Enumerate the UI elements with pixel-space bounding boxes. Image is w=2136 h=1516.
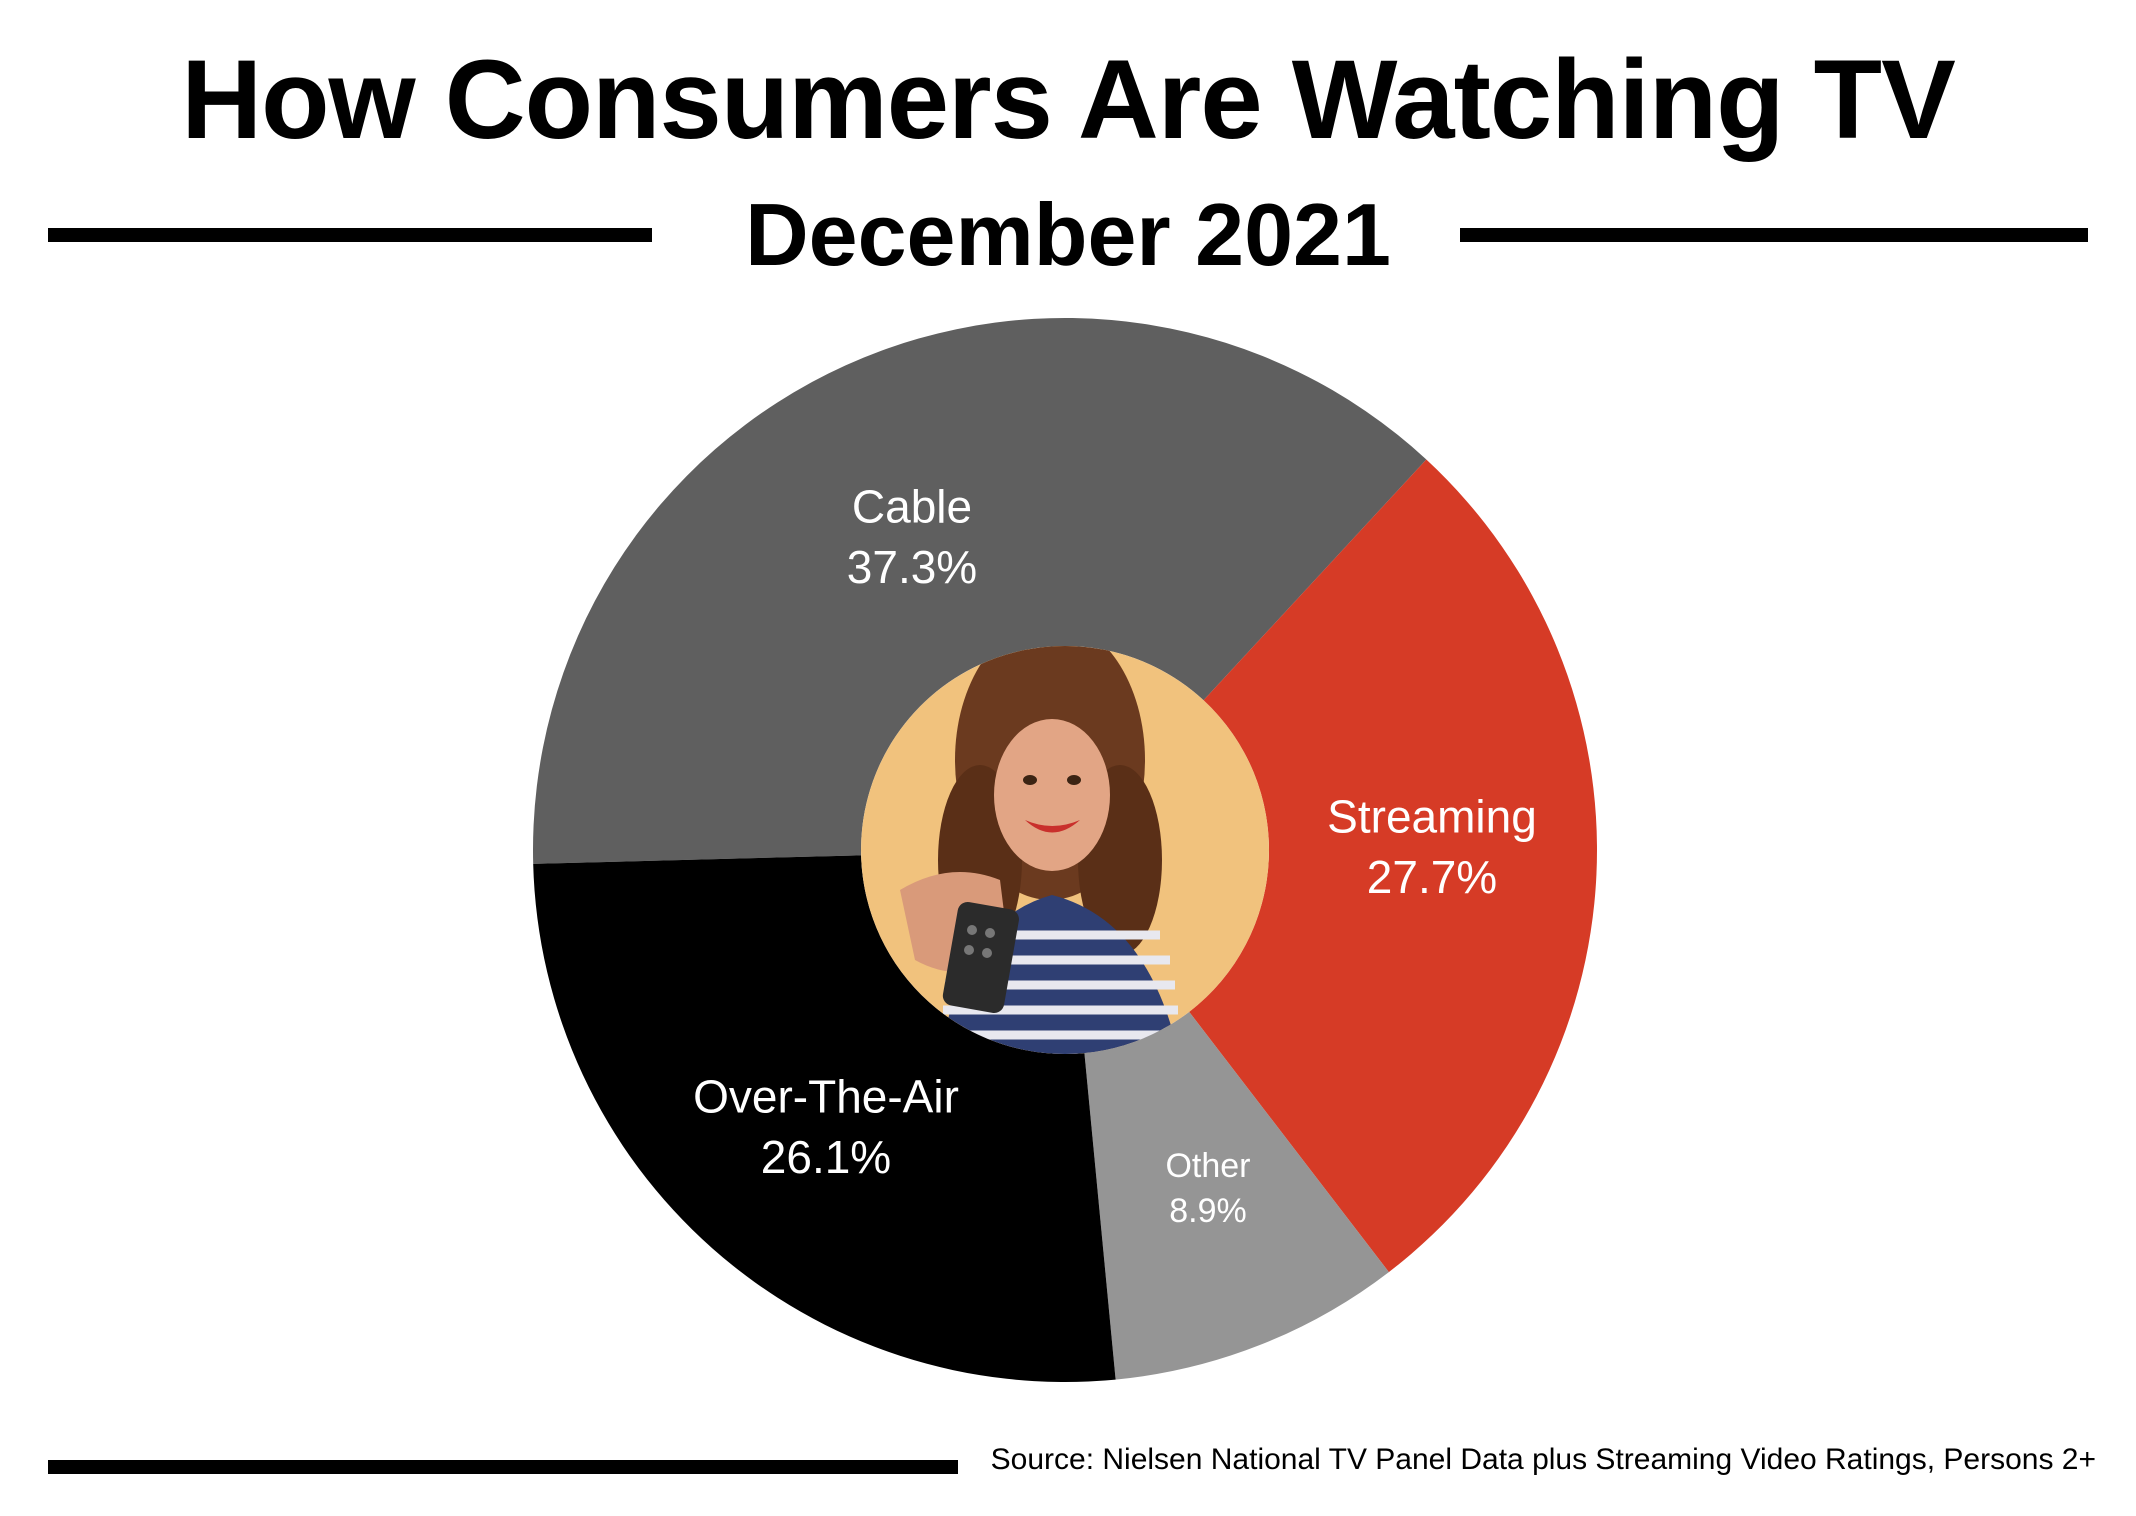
slice-label-streaming: Streaming xyxy=(1327,790,1537,842)
chart-title: How Consumers Are Watching TV xyxy=(181,37,1956,162)
slice-other xyxy=(1084,1011,1389,1380)
slice-label-other: Other xyxy=(1165,1147,1250,1185)
slice-value-other: 8.9% xyxy=(1169,1192,1247,1230)
slice-streaming xyxy=(1189,459,1597,1273)
pie-slices xyxy=(533,317,1597,1383)
pie-slice-labels: Cable 37.3% Streaming 27.7% Other 8.9% Over-Th… xyxy=(693,480,1537,1230)
subtitle-right-rule xyxy=(1460,228,2088,242)
woman-with-tv-remote-photo xyxy=(861,646,1269,1054)
slice-over-the-air xyxy=(533,855,1116,1383)
slice-label-cable: Cable xyxy=(852,480,972,532)
slice-label-over-the-air: Over-The-Air xyxy=(693,1070,959,1122)
chart-subtitle: December 2021 xyxy=(745,185,1391,284)
source-note: Source: Nielsen National TV Panel Data p… xyxy=(990,1443,2096,1476)
slice-value-cable: 37.3% xyxy=(847,541,977,593)
slice-value-streaming: 27.7% xyxy=(1367,851,1497,903)
footer-rule xyxy=(48,1460,958,1474)
slice-value-over-the-air: 26.1% xyxy=(761,1131,891,1183)
slice-cable xyxy=(533,317,1427,864)
subtitle-left-rule xyxy=(48,228,652,242)
subtitle-row: December 2021 xyxy=(0,175,2136,295)
